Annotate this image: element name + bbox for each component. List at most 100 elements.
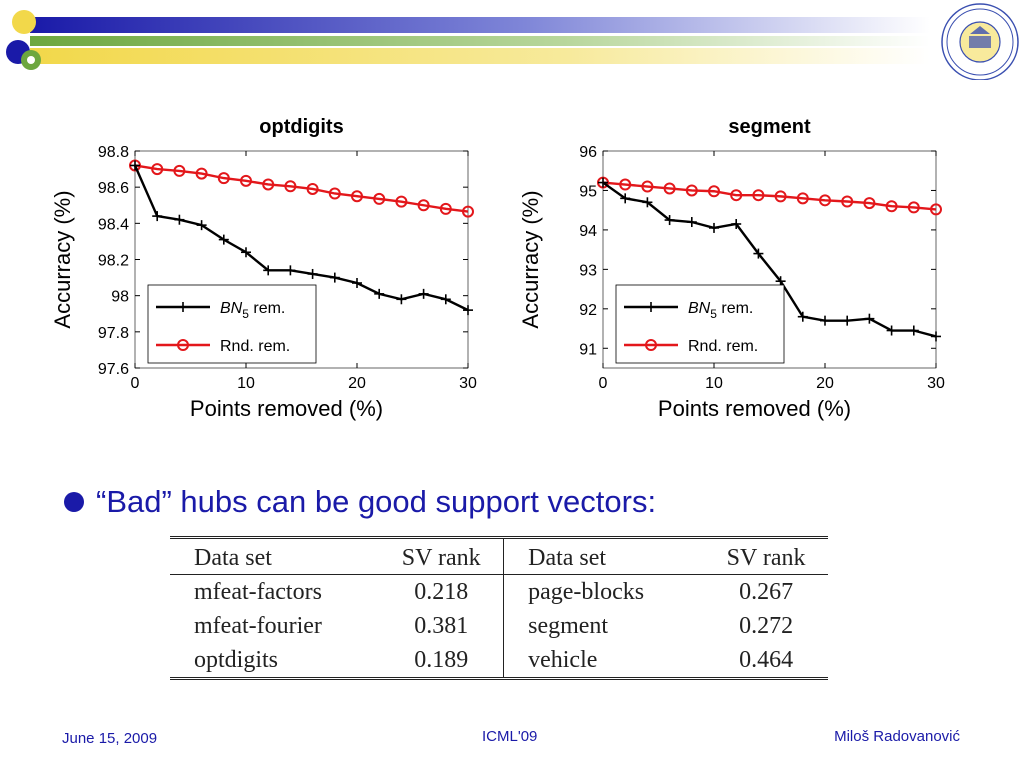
data-point — [753, 248, 764, 259]
data-point — [263, 265, 274, 276]
x-tick-label: 0 — [131, 375, 140, 392]
chart-title: optdigits — [259, 116, 343, 138]
data-point — [285, 265, 296, 276]
y-tick-label: 91 — [579, 341, 597, 358]
table-cell: 0.267 — [739, 579, 794, 605]
data-point — [439, 202, 452, 215]
y-axis-label: Accurracy (%) — [518, 190, 543, 328]
data-point — [907, 201, 920, 214]
footer-author: Miloš Radovanović — [834, 728, 960, 745]
data-point — [351, 190, 363, 203]
series-line — [133, 164, 469, 312]
data-point — [731, 218, 742, 229]
legend-box — [147, 284, 317, 364]
data-point — [752, 189, 765, 202]
x-tick-label: 20 — [816, 375, 834, 392]
data-point — [196, 220, 207, 231]
header-svrank-right: SV rank — [704, 537, 828, 575]
table-row: mfeat-fourier 0.381 segment 0.272 — [170, 609, 828, 643]
x-tick-label: 30 — [459, 375, 477, 392]
y-tick-label: 98.6 — [98, 180, 129, 197]
data-point — [329, 272, 340, 283]
table-cell: page-blocks — [503, 574, 705, 609]
header-banner — [6, 3, 1019, 80]
y-tick-label: 95 — [579, 183, 597, 200]
table-cell: 0.218 — [414, 579, 469, 605]
data-point — [886, 325, 897, 336]
data-point — [352, 278, 362, 289]
data-point — [864, 313, 875, 324]
data-point — [796, 192, 809, 205]
x-axis-label: Points removed (%) — [190, 396, 383, 421]
y-tick-label: 96 — [579, 144, 597, 161]
data-point — [130, 160, 140, 171]
data-point — [262, 178, 275, 191]
legend-label: BN5 rem. — [220, 300, 285, 321]
table-cell: mfeat-fourier — [194, 613, 322, 639]
x-tick-label: 10 — [237, 375, 255, 392]
y-tick-label: 98.4 — [98, 216, 129, 233]
footer-conference: ICML'09 — [482, 728, 538, 745]
data-point — [307, 268, 318, 279]
y-tick-label: 97.8 — [98, 325, 129, 342]
table-cell: 0.189 — [414, 647, 469, 673]
data-point — [730, 189, 743, 202]
chart-segment: segment 91 92 93 94 95 96 0 10 20 30 Points removed… — [498, 108, 968, 438]
table-cell: optdigits — [194, 647, 279, 673]
header-dataset-left: Data set — [170, 537, 380, 575]
chart-optdigits-svg: optdigits 97.6 97.8 98 98.2 98.4 98.6 98.8 0 10 20… — [50, 116, 477, 421]
decorative-circles-icon — [6, 10, 41, 70]
table-cell: 0.381 — [414, 613, 469, 639]
data-point — [598, 177, 608, 188]
table-cell: segment — [503, 609, 705, 643]
footer-date: June 15, 2009 — [62, 730, 158, 747]
table-cell: mfeat-factors — [194, 579, 322, 605]
data-point — [709, 222, 719, 233]
data-point — [931, 331, 941, 342]
legend: BN5 rem. Rnd. rem. — [147, 284, 317, 364]
data-point — [306, 182, 319, 195]
table-row: mfeat-factors 0.218 page-blocks 0.267 — [170, 574, 828, 609]
data-point — [417, 199, 430, 212]
bullet-point: “Bad” hubs can be good support vectors: — [64, 476, 656, 528]
data-point — [619, 178, 632, 191]
table-header-row: Data set SV rank Data set SV rank — [170, 537, 828, 575]
legend-box — [615, 284, 785, 364]
data-point — [908, 325, 919, 336]
data-point — [440, 294, 451, 305]
y-tick-label: 97.6 — [98, 361, 129, 378]
x-tick-label: 0 — [599, 375, 608, 392]
legend-label: BN5 rem. — [688, 300, 753, 321]
data-point — [930, 203, 942, 216]
data-point — [240, 174, 252, 187]
data-point — [195, 167, 208, 180]
data-point — [218, 234, 229, 245]
data-point — [151, 163, 164, 176]
y-tick-label: 98.2 — [98, 253, 129, 270]
data-point — [152, 211, 163, 222]
data-point — [664, 215, 675, 226]
data-point — [686, 217, 697, 228]
x-axis-label: Points removed (%) — [658, 396, 851, 421]
data-point — [174, 214, 185, 225]
header-dataset-right: Data set — [503, 537, 705, 575]
data-point — [819, 194, 831, 207]
data-point — [374, 288, 385, 299]
data-point — [241, 247, 251, 258]
header-svrank-left: SV rank — [379, 537, 504, 575]
data-point — [663, 182, 676, 195]
legend-marker — [645, 339, 657, 351]
table-cell: 0.464 — [739, 647, 794, 673]
legend-label: Rnd. rem. — [688, 338, 758, 355]
chart-optdigits: optdigits 97.6 97.8 98 98.2 98.4 98.6 98.8 0 10 20… — [30, 108, 500, 438]
x-tick-label: 30 — [927, 375, 945, 392]
data-point — [797, 311, 808, 322]
data-point — [841, 195, 854, 208]
university-seal-icon — [941, 3, 1019, 80]
x-tick-label: 10 — [705, 375, 723, 392]
data-point — [173, 164, 186, 177]
data-point — [463, 305, 473, 316]
table-row: optdigits 0.189 vehicle 0.464 — [170, 643, 828, 679]
data-point — [641, 180, 654, 193]
table-cell: 0.272 — [739, 613, 794, 639]
